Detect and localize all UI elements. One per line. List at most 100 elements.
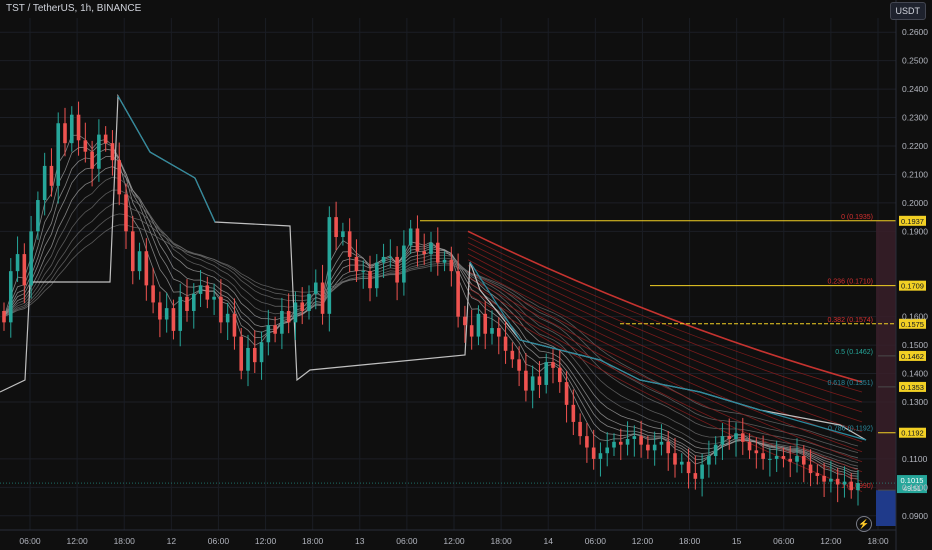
candle-body [334, 217, 338, 238]
candles [2, 101, 860, 506]
candle-body [103, 134, 108, 144]
candle-body [341, 231, 345, 238]
fib-price-tag: 0.1192 [901, 429, 923, 438]
last-price-tag-bg [897, 475, 927, 494]
y-tick-label: 0.1600 [902, 312, 928, 322]
baseline-line [117, 95, 867, 441]
candle-body [849, 481, 854, 491]
x-tick-label: 06:00 [19, 536, 41, 546]
x-tick-label: 12:00 [820, 536, 842, 546]
candle-body [679, 461, 684, 465]
currency-button[interactable]: USDT [889, 2, 926, 20]
candle-body [713, 444, 718, 457]
candle-body [130, 231, 135, 272]
candle-body [618, 441, 623, 445]
candle-body [63, 123, 67, 144]
countdown: 49:51 [903, 486, 921, 493]
candle-body [673, 453, 677, 465]
candle-body [768, 458, 772, 460]
candle-body [402, 245, 406, 283]
candle-body [544, 362, 549, 385]
y-tick-label: 0.1100 [902, 454, 928, 464]
candle-body [2, 310, 6, 323]
candle-body [354, 256, 359, 272]
ma-line [3, 148, 859, 475]
candle-body [232, 313, 237, 337]
candle-body [605, 447, 610, 454]
candle-body [29, 231, 33, 286]
x-tick-label: 14 [543, 536, 553, 546]
candle-body [781, 456, 786, 459]
candle-body [83, 140, 88, 152]
candle-body [266, 325, 271, 343]
candle-body [415, 228, 420, 252]
candle-body [171, 308, 176, 331]
candle-body [191, 293, 196, 311]
y-tick-label: 0.1000 [902, 482, 928, 492]
fib-price-tag-bg [899, 427, 926, 438]
ma-fan-line [467, 282, 863, 473]
candle-body [178, 296, 183, 331]
candle-body [537, 376, 542, 385]
candle-body [517, 359, 521, 371]
candle-body [652, 444, 657, 451]
x-tick-label: 12 [167, 536, 177, 546]
candle-body [720, 436, 725, 445]
candle-body [185, 296, 189, 311]
x-tick-label: 12:00 [443, 536, 465, 546]
candle-body [137, 251, 142, 272]
fib-level-label: 0.786 (0.1192) [828, 426, 873, 433]
candle-body [374, 262, 379, 289]
candle-body [307, 293, 311, 311]
chart-grid [0, 18, 896, 530]
candle-body [442, 259, 447, 263]
y-tick-label: 0.2600 [902, 27, 928, 37]
candle-body [429, 242, 433, 255]
last-price-value: 0.1015 [901, 476, 924, 485]
fib-level-label: 0.618 (0.1351) [827, 380, 873, 387]
candle-body [456, 271, 460, 317]
lightning-icon[interactable]: ⚡ [856, 516, 872, 532]
candle-body [239, 336, 244, 371]
candle-body [483, 313, 488, 334]
candle-body [117, 160, 122, 195]
candle-body [313, 282, 318, 294]
candle-body [164, 308, 169, 320]
ma-line [3, 134, 859, 480]
fib-price-tag-bg [899, 215, 926, 226]
ma-fan-line [467, 270, 863, 453]
candle-body [252, 347, 257, 363]
candle-body [327, 217, 332, 314]
candle-body [347, 231, 352, 257]
candle-body [524, 370, 528, 391]
fib-zone-bar [876, 490, 896, 526]
candle-body [8, 271, 13, 323]
candle-body [225, 313, 230, 323]
fib-price-tag-bg [899, 280, 926, 291]
candle-body [707, 456, 711, 465]
candle-body [788, 458, 793, 462]
candle-body [219, 296, 223, 323]
candle-body [686, 461, 691, 474]
fib-level-label: 0.382 (0.1574) [827, 317, 873, 324]
candle-body [774, 456, 779, 459]
x-tick-label: 18:00 [114, 536, 136, 546]
fib-zone [876, 220, 896, 526]
candle-body [761, 453, 765, 459]
candle-body [625, 438, 630, 445]
candle-body [422, 251, 427, 255]
y-tick-label: 0.2200 [902, 141, 928, 151]
candle-body [293, 302, 298, 323]
candle-body [496, 328, 501, 337]
candle-body [49, 165, 54, 186]
candle-body [822, 475, 826, 482]
ma-fan-line [467, 253, 863, 423]
candle-body [700, 464, 704, 479]
candle-body [740, 433, 745, 442]
candle-body [97, 134, 101, 169]
x-tick-label: 18:00 [490, 536, 512, 546]
y-tick-label: 0.2400 [902, 84, 928, 94]
candle-body [598, 453, 603, 459]
fib-price-tag: 0.1937 [901, 217, 924, 226]
